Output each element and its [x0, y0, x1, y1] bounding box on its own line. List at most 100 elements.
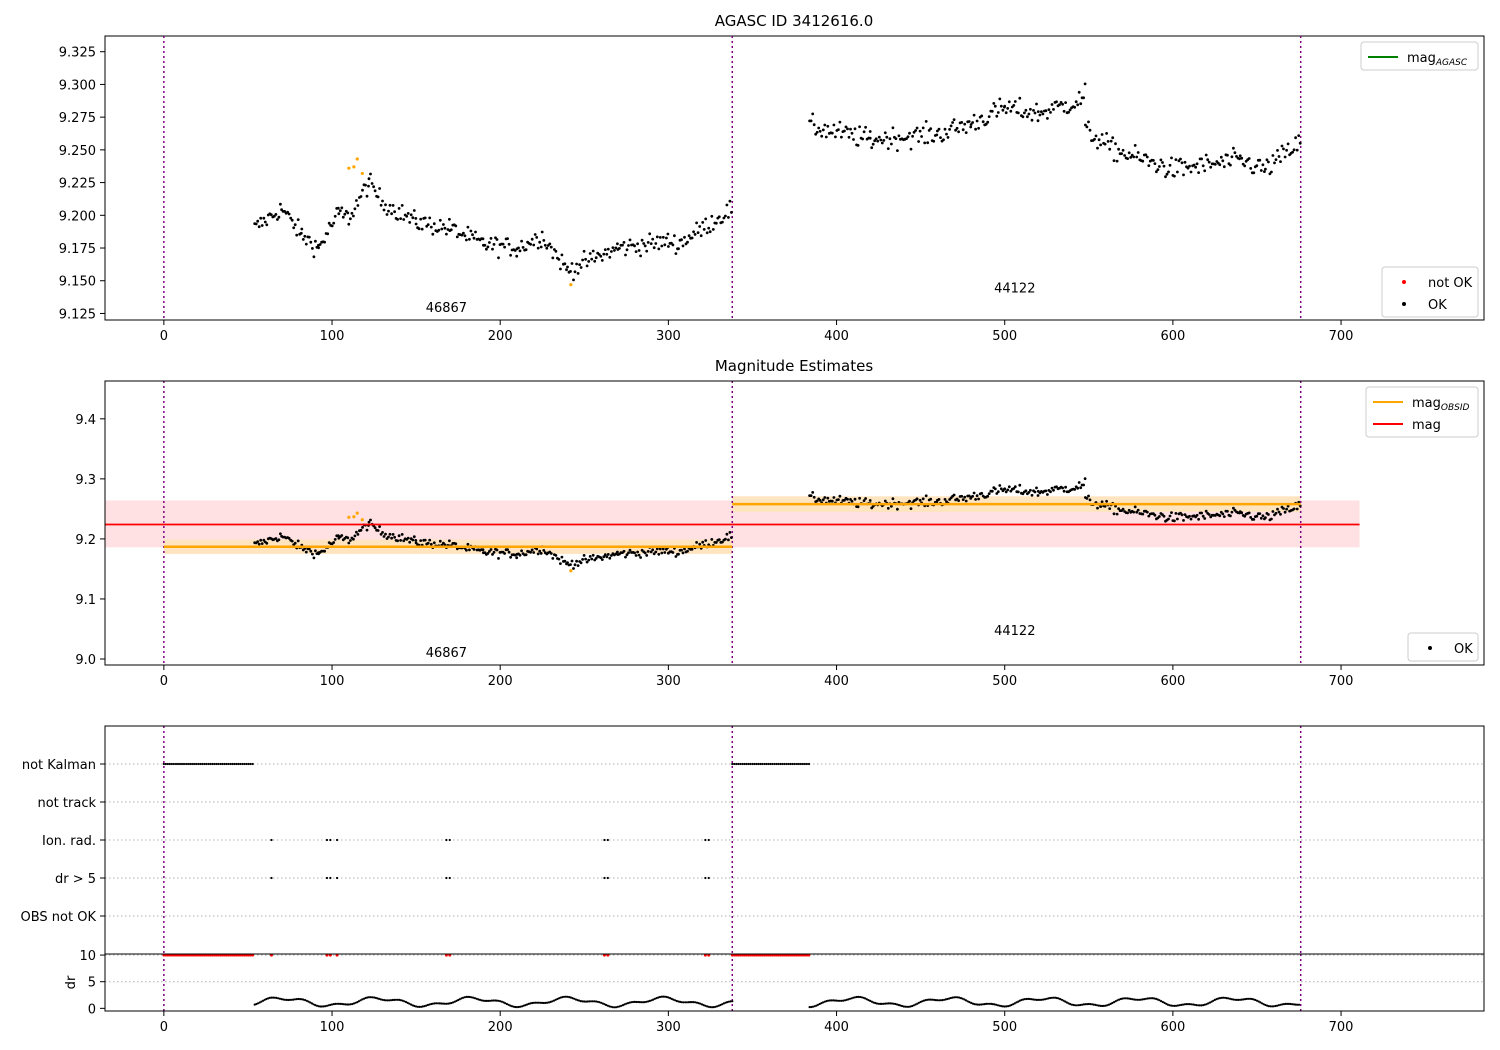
p1-data-point	[376, 195, 380, 199]
p2-data-point	[821, 498, 825, 502]
p2-data-point	[1076, 486, 1080, 490]
dr-point	[588, 1000, 591, 1003]
dr-point	[990, 1002, 993, 1006]
p1-data-point	[1061, 102, 1064, 106]
p1-data-point	[257, 225, 261, 229]
dr-point	[1022, 998, 1025, 1001]
dr-point	[1114, 1000, 1117, 1003]
dr-point	[647, 1000, 650, 1003]
p1-data-point	[488, 241, 491, 244]
p2-data-point	[918, 498, 922, 502]
p2-data-point	[582, 554, 586, 557]
dr-point	[325, 1004, 329, 1007]
dr-point	[822, 1001, 825, 1004]
p1-data-point	[1153, 162, 1157, 166]
p1-data-point	[469, 229, 473, 233]
p2-data-point	[811, 491, 815, 494]
p2-data-point	[818, 499, 822, 502]
p2-highlight-point	[569, 569, 573, 573]
p1-data-point	[412, 209, 416, 212]
p1-data-point	[1283, 155, 1287, 159]
p1-data-point	[909, 147, 913, 151]
dr-point	[1104, 1004, 1107, 1007]
flag-point	[211, 762, 214, 766]
p1-data-point	[814, 132, 818, 136]
flag-point	[745, 762, 748, 766]
p2-data-point	[426, 541, 430, 545]
dr-point	[1003, 1005, 1006, 1008]
p1-data-point	[999, 104, 1003, 108]
flag-point	[203, 762, 206, 766]
p1-data-point	[1156, 168, 1160, 172]
dr-point	[820, 1002, 823, 1005]
p2-data-point	[557, 557, 561, 561]
p1-data-point	[942, 138, 945, 142]
p1-data-point	[846, 127, 849, 131]
p1-data-point	[336, 206, 340, 210]
p1-data-point	[1277, 155, 1281, 158]
flag-point	[741, 762, 744, 766]
p2-data-point	[575, 559, 578, 563]
p1-data-point	[304, 242, 308, 246]
dr-point	[322, 1005, 325, 1008]
p2-data-point	[1197, 517, 1200, 521]
p1-data-point	[1255, 164, 1259, 168]
dr-point	[1282, 1003, 1285, 1006]
flag-point	[771, 762, 774, 766]
p1-data-point	[414, 222, 418, 226]
p1-data-point	[388, 203, 392, 207]
p1-data-point	[665, 236, 668, 240]
dr-point	[505, 1002, 508, 1006]
dr-point	[985, 1002, 988, 1006]
dr-point	[1269, 1005, 1272, 1008]
p2-data-point	[695, 541, 698, 544]
p1-data-point	[948, 127, 951, 131]
p1-data-point	[379, 203, 383, 207]
p2-data-point	[347, 541, 351, 545]
p1-x-tick-label: 200	[488, 329, 513, 344]
dr-point	[877, 1002, 880, 1005]
p1-y-tick-label: 9.200	[59, 209, 96, 224]
dr-point	[441, 1002, 445, 1005]
p1-data-point	[830, 131, 834, 135]
p1-data-point	[1041, 112, 1045, 116]
flag-point	[448, 876, 451, 880]
flag-point	[785, 762, 788, 766]
p1-data-point	[1282, 147, 1285, 151]
p1-data-point	[935, 133, 939, 137]
flag-point	[201, 762, 204, 766]
dr-point	[926, 998, 929, 1001]
p2-data-point	[1024, 489, 1028, 493]
p1-data-point	[584, 257, 587, 261]
p2-data-point	[1180, 513, 1184, 517]
p2-data-point	[599, 556, 603, 560]
flag-point	[170, 762, 173, 766]
dr-point	[1148, 997, 1151, 1000]
p1-x-tick-label: 0	[160, 329, 168, 344]
p2-data-point	[515, 556, 519, 560]
dr-point	[1052, 996, 1055, 999]
p1-data-point	[891, 126, 895, 130]
flag-point	[733, 762, 736, 766]
dr-point	[993, 1003, 996, 1006]
dr-point	[623, 1003, 626, 1006]
dr-point	[1097, 1004, 1100, 1007]
p1-data-point	[897, 134, 901, 138]
p2-data-point	[846, 497, 849, 501]
flag-point	[737, 762, 740, 766]
dr-point	[484, 999, 487, 1003]
flag-point	[191, 762, 194, 766]
dr-point	[1156, 998, 1159, 1001]
dr-point	[574, 998, 578, 1001]
dr-point	[689, 1001, 692, 1004]
dr-point	[304, 999, 307, 1002]
p1-data-point	[1085, 125, 1089, 129]
p1-data-point	[307, 235, 311, 239]
p2-data-point	[1117, 507, 1120, 510]
dr-point	[1023, 998, 1026, 1001]
flag-point	[207, 762, 210, 766]
p2-data-point	[293, 541, 297, 545]
p1-data-point	[515, 254, 519, 258]
p1-data-point	[495, 238, 499, 241]
p1-data-point	[585, 264, 589, 268]
